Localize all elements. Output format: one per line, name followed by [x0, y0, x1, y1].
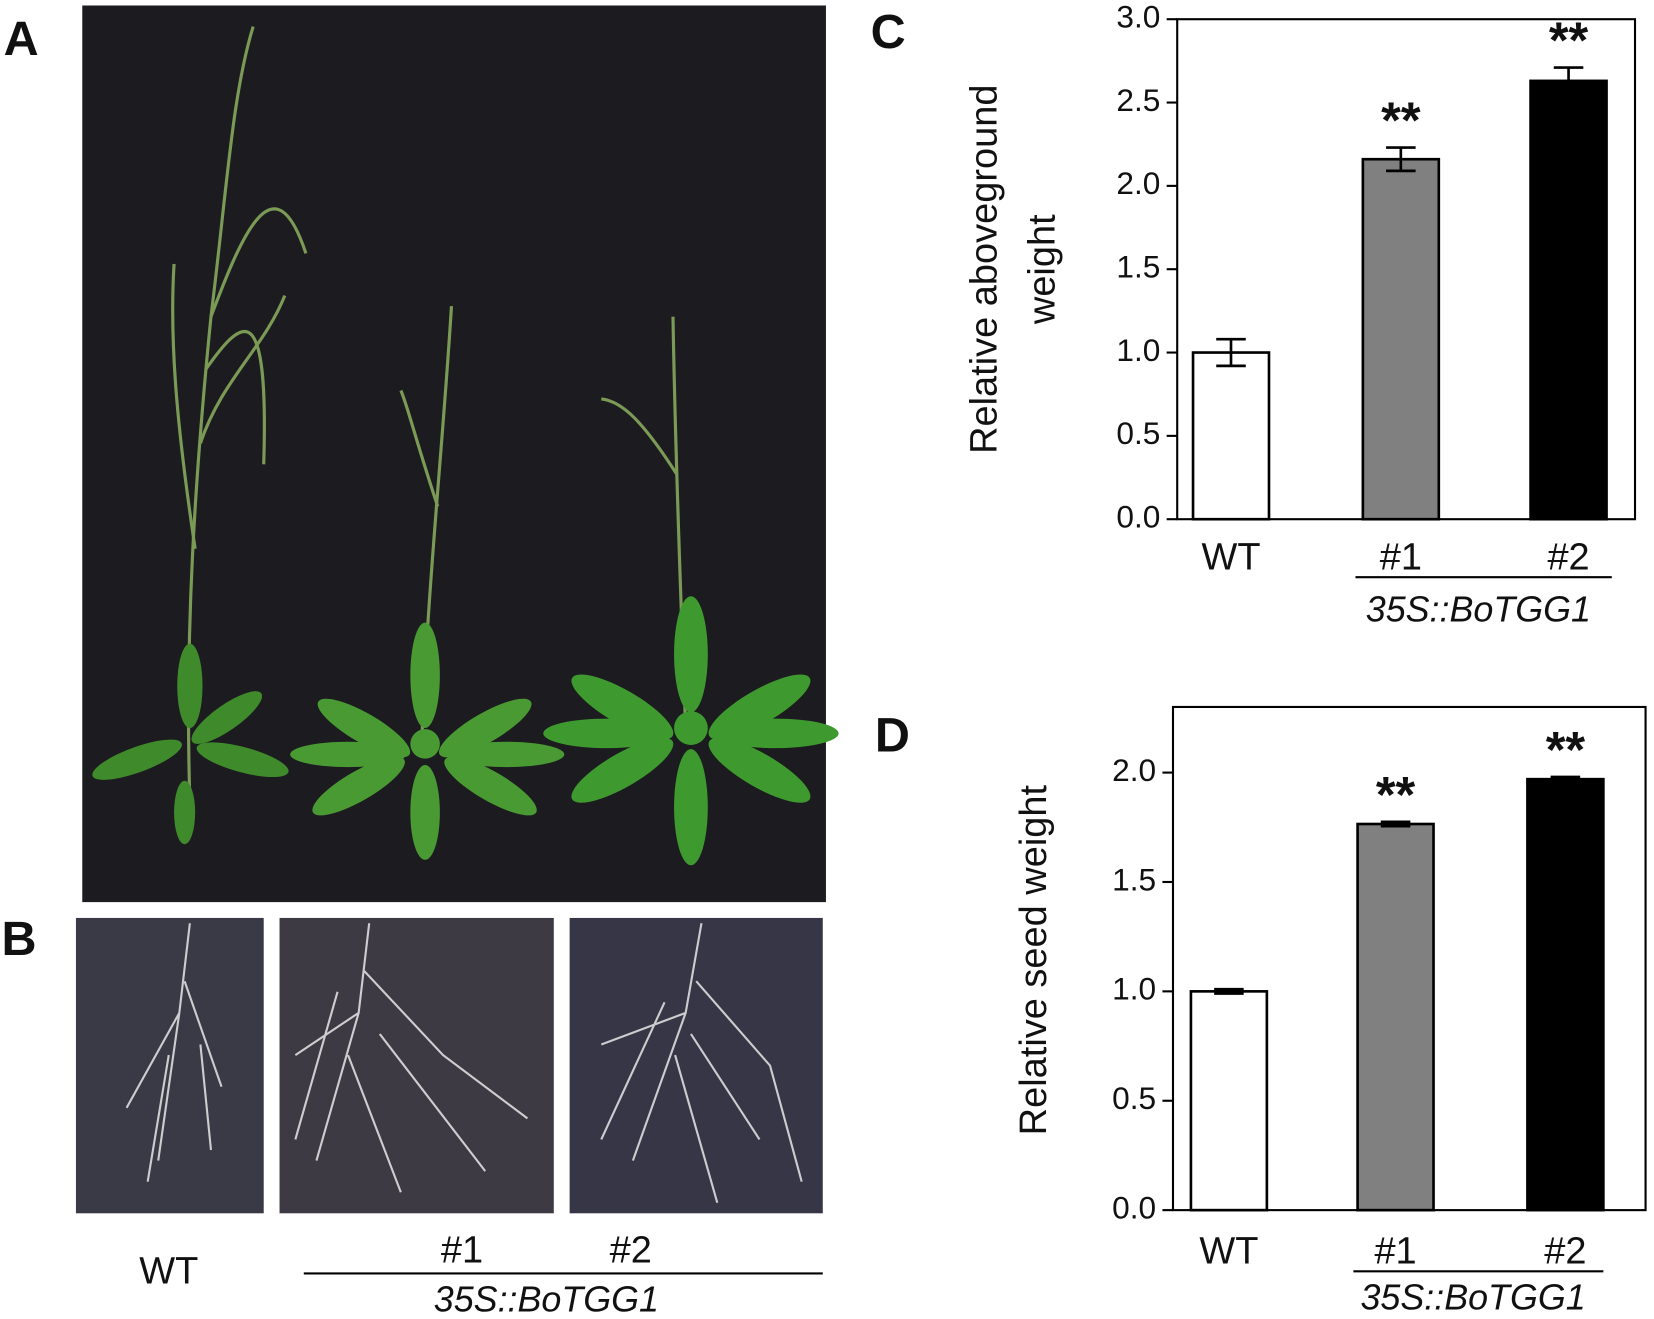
- x-tick-label: WT: [1201, 536, 1260, 578]
- y-axis-label: Relative seed weight: [1013, 785, 1055, 1136]
- error-bar: [1216, 337, 1246, 368]
- x-tick-label: #2: [1547, 536, 1589, 578]
- error-bar: [1214, 987, 1244, 995]
- y-axis-label: Relative aboveground: [963, 85, 1005, 454]
- y-tick-label: 2.0: [1112, 752, 1156, 788]
- y-tick-label: 0.5: [1112, 1080, 1156, 1116]
- x-tick-label: #2: [1544, 1230, 1586, 1272]
- y-tick-label: 1.0: [1112, 971, 1156, 1007]
- group-label: 35S::BoTGG1: [434, 1279, 659, 1319]
- photo-label: WT: [139, 1250, 198, 1292]
- y-tick-label: 0.0: [1116, 499, 1160, 535]
- significance: **: [1549, 12, 1589, 69]
- bar: [1526, 777, 1605, 1212]
- y-tick-label: 0.0: [1112, 1189, 1156, 1225]
- bar: [1361, 157, 1441, 521]
- error-bar: [1553, 66, 1584, 96]
- panel-label: C: [871, 5, 906, 59]
- photo-label: #2: [610, 1229, 652, 1271]
- group-label: 35S::BoTGG1: [1360, 1277, 1585, 1317]
- error-bar: [1386, 146, 1416, 173]
- bar: [1529, 79, 1608, 521]
- photo-label: #1: [441, 1229, 483, 1271]
- panel-label: D: [875, 708, 910, 762]
- significance: **: [1546, 721, 1586, 778]
- error-bar: [1380, 820, 1411, 828]
- y-tick-label: 0.5: [1116, 415, 1160, 451]
- bar: [1189, 990, 1269, 1212]
- y-tick-label: 1.5: [1112, 861, 1156, 897]
- y-tick-label: 1.0: [1116, 332, 1160, 368]
- y-tick-label: 1.5: [1116, 249, 1160, 285]
- bar: [1191, 351, 1271, 521]
- y-tick-label: 3.0: [1116, 0, 1160, 35]
- x-tick-label: WT: [1199, 1230, 1258, 1272]
- error-bar: [1550, 775, 1581, 783]
- significance: **: [1376, 766, 1416, 823]
- y-tick-label: 2.0: [1116, 165, 1160, 201]
- y-axis-label: weight: [1021, 214, 1063, 325]
- x-tick-label: #1: [1374, 1230, 1416, 1272]
- group-label: 35S::BoTGG1: [1366, 590, 1591, 630]
- bar: [1356, 822, 1435, 1212]
- photo-plants: [82, 5, 839, 903]
- panel-label: B: [1, 912, 36, 966]
- y-tick-label: 2.5: [1116, 82, 1160, 118]
- significance: **: [1381, 92, 1421, 149]
- panel-label: A: [4, 12, 39, 66]
- photo-roots: [75, 917, 823, 1214]
- x-tick-label: #1: [1380, 536, 1422, 578]
